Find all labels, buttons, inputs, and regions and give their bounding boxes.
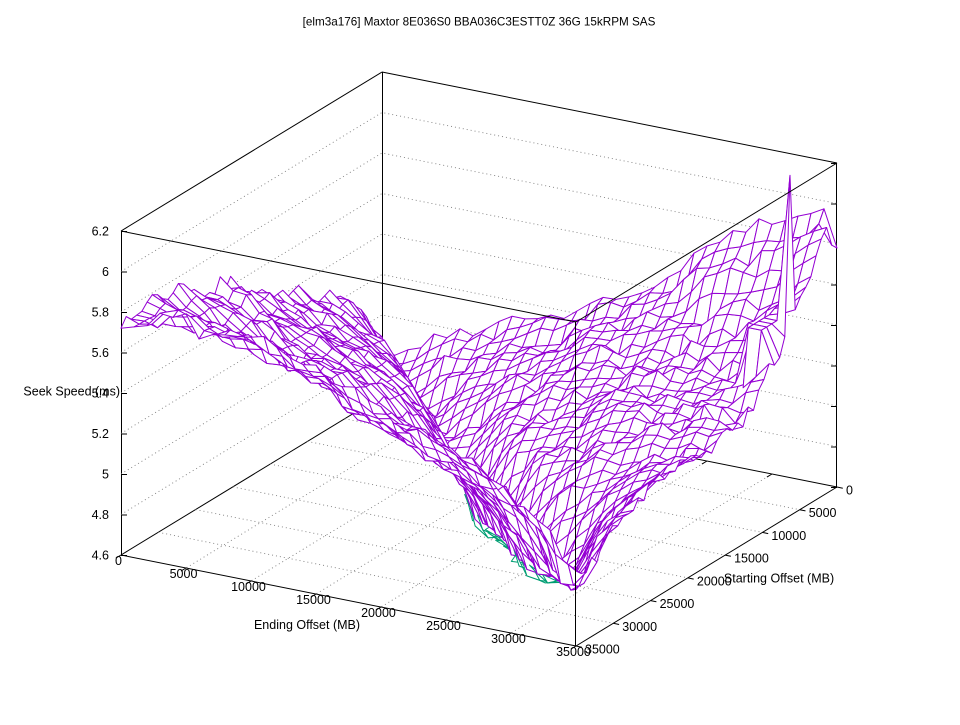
svg-text:Seek Speed (ms): Seek Speed (ms): [23, 385, 120, 399]
svg-text:25000: 25000: [660, 597, 695, 611]
svg-text:15000: 15000: [734, 552, 769, 566]
svg-text:10000: 10000: [771, 529, 806, 543]
svg-text:20000: 20000: [697, 574, 732, 588]
svg-text:5.4: 5.4: [92, 386, 109, 400]
svg-text:30000: 30000: [622, 620, 657, 634]
svg-text:[elm3a176] Maxtor 8E036S0 BBA0: [elm3a176] Maxtor 8E036S0 BBA036C3ESTT0Z…: [303, 16, 656, 29]
svg-text:35000: 35000: [556, 645, 591, 659]
svg-text:35000: 35000: [585, 643, 620, 657]
svg-text:Starting Offset (MB): Starting Offset (MB): [724, 572, 834, 586]
svg-text:6.2: 6.2: [92, 224, 109, 238]
svg-text:5000: 5000: [170, 567, 198, 581]
svg-text:4.6: 4.6: [92, 548, 109, 562]
svg-text:5.8: 5.8: [92, 305, 109, 319]
svg-text:20000: 20000: [361, 606, 396, 620]
svg-text:10000: 10000: [231, 580, 266, 594]
svg-text:6: 6: [102, 265, 109, 279]
svg-text:25000: 25000: [426, 619, 461, 633]
svg-text:5.2: 5.2: [92, 427, 109, 441]
svg-text:5.6: 5.6: [92, 346, 109, 360]
svg-text:5000: 5000: [809, 506, 837, 520]
svg-text:4.8: 4.8: [92, 508, 109, 522]
svg-text:0: 0: [846, 484, 853, 498]
svg-text:5: 5: [102, 467, 109, 481]
svg-text:0: 0: [115, 554, 122, 568]
svg-text:30000: 30000: [491, 632, 526, 646]
svg-text:15000: 15000: [296, 593, 331, 607]
svg-text:Ending Offset (MB): Ending Offset (MB): [254, 618, 360, 632]
